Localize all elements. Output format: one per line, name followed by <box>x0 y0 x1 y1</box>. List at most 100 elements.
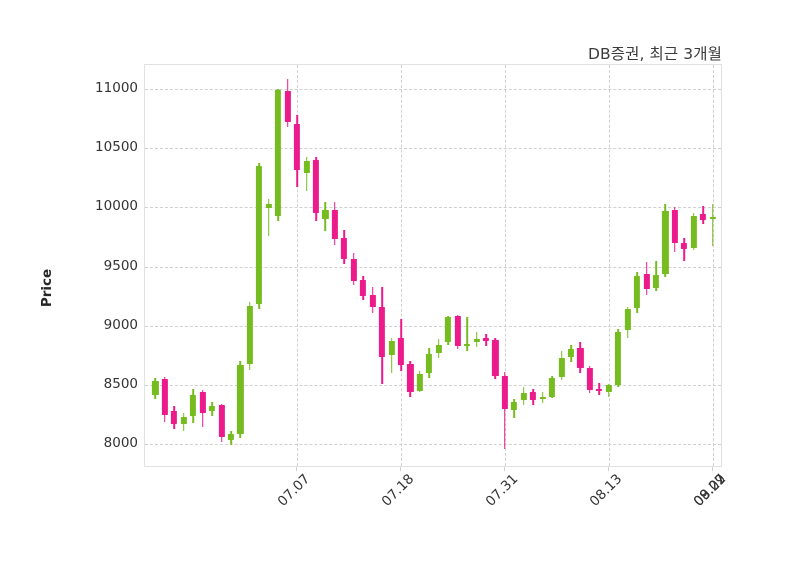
y-axis-tick-label: 9000 <box>103 316 138 333</box>
gridline-horizontal <box>145 207 721 209</box>
candle-body <box>492 339 499 376</box>
candle-body <box>482 337 490 342</box>
candle-body <box>445 317 452 343</box>
candle-body <box>643 273 650 290</box>
candle-body <box>171 411 178 425</box>
candle-body <box>520 393 527 401</box>
x-axis-tick-label: 07.18 <box>378 471 418 510</box>
candle-wick <box>267 198 270 236</box>
candle-body <box>265 203 272 209</box>
gridline-horizontal <box>145 385 721 387</box>
candle-wick <box>466 317 468 351</box>
candle-wick <box>504 371 506 450</box>
y-axis-tick-labels: 8000 8500 9000 9500 10000 10500 11000 <box>44 64 138 467</box>
candle-body <box>161 379 168 415</box>
chart-title-annotation: DB증권, 최근 3개월 <box>588 45 722 63</box>
candle-body <box>426 354 433 374</box>
candle-body <box>388 341 395 356</box>
candle-body <box>605 385 612 393</box>
candle-body <box>662 210 669 274</box>
candle-body <box>369 294 376 307</box>
gridline-vertical <box>608 65 610 466</box>
gridline-vertical <box>712 65 714 466</box>
candle-body <box>208 406 216 412</box>
candle-body <box>180 417 187 425</box>
candle-body <box>577 348 584 369</box>
candle-body <box>463 343 471 346</box>
candle-body <box>322 209 329 220</box>
candle-body <box>539 396 546 400</box>
gridline-vertical <box>400 65 402 466</box>
candle-body <box>350 259 357 281</box>
candle-body <box>624 309 631 331</box>
candle-body <box>501 375 508 409</box>
candle-body <box>341 238 348 260</box>
candle-body <box>416 374 423 391</box>
x-axis-tickmark <box>711 467 713 471</box>
candle-body <box>530 392 537 401</box>
x-axis-tickmark <box>607 467 609 471</box>
x-axis-tick-label: 08.13 <box>586 471 626 510</box>
gridline-horizontal <box>145 266 721 268</box>
candle-body <box>246 305 253 364</box>
candle-body <box>700 214 707 221</box>
x-axis-tickmark <box>296 467 298 471</box>
x-axis-tick-label: 07.07 <box>274 471 314 510</box>
x-axis-tickmark <box>503 467 505 471</box>
gridline-horizontal <box>145 325 721 327</box>
y-axis-tick-label: 9500 <box>103 257 138 274</box>
candle-body <box>303 161 310 173</box>
x-axis-tickmark <box>399 467 401 471</box>
candle-body <box>586 368 593 390</box>
candle-body <box>284 91 291 122</box>
candle-wick <box>711 203 714 247</box>
candle-body <box>331 209 338 240</box>
candle-body <box>473 338 480 343</box>
y-axis-tick-label: 10500 <box>95 138 138 155</box>
candle-body <box>152 381 159 395</box>
candle-body <box>454 316 461 346</box>
candle-body <box>615 331 622 386</box>
candle-body <box>690 215 697 248</box>
candle-body <box>435 344 442 354</box>
candle-body <box>227 433 235 440</box>
candle-body <box>548 377 556 397</box>
gridline-vertical <box>712 65 714 466</box>
x-axis-tick-label: 07.31 <box>482 471 522 510</box>
gridline-vertical <box>712 65 714 466</box>
candle-wick <box>305 157 308 191</box>
candle-body <box>567 349 575 357</box>
x-axis-tick-labels: 07.07 07.18 07.31 08.13 08.27 09.09 09.22 <box>144 467 729 537</box>
candle-body <box>671 209 678 243</box>
candle-body <box>378 306 386 357</box>
candle-body <box>360 279 367 297</box>
y-axis-tick-label: 10000 <box>95 198 138 215</box>
candle-body <box>397 337 405 365</box>
candle-body <box>275 89 282 216</box>
candle-body <box>190 394 197 416</box>
candle-body <box>237 364 244 434</box>
candle-body <box>633 275 641 308</box>
candle-body <box>293 124 301 171</box>
candle-body <box>681 242 688 249</box>
candle-body <box>511 401 518 410</box>
y-axis-tick-label: 11000 <box>95 79 138 96</box>
candle-body <box>312 159 320 214</box>
candle-body <box>256 165 263 305</box>
candle-body <box>596 388 603 391</box>
candle-body <box>558 357 565 377</box>
x-axis-tick-label: 09.22 <box>690 471 729 510</box>
candle-body <box>652 274 660 288</box>
y-axis-tick-label: 8000 <box>103 435 138 452</box>
y-axis-tick-label: 8500 <box>103 376 138 393</box>
gridline-horizontal <box>145 147 721 149</box>
gridline-horizontal <box>145 88 721 90</box>
candle-wick <box>683 238 686 261</box>
candle-body <box>199 392 206 414</box>
candle-wick <box>390 337 393 374</box>
candle-body <box>407 363 414 393</box>
plot-area <box>144 64 722 467</box>
candle-body <box>709 216 716 220</box>
candle-body <box>218 405 225 438</box>
